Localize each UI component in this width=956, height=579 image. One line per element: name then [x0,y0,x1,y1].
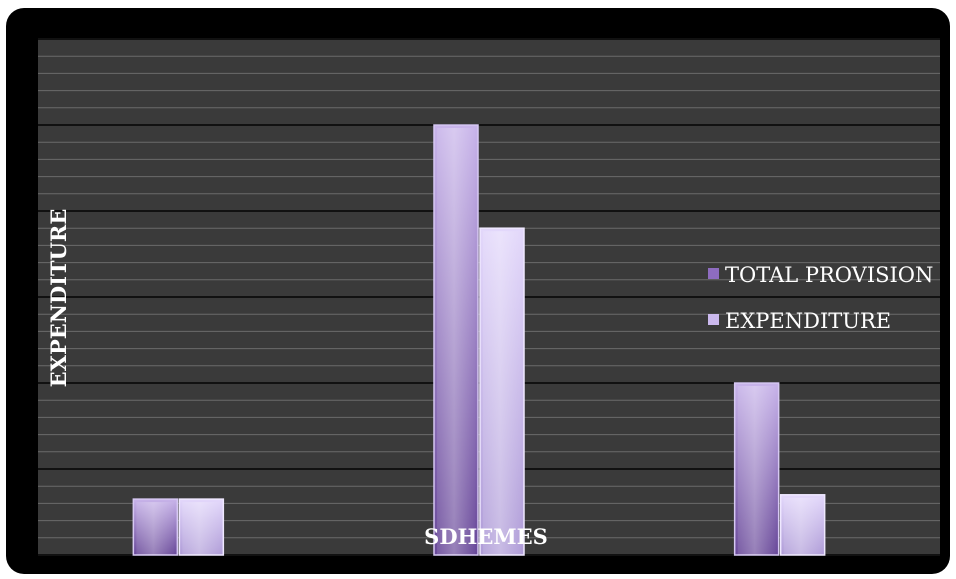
chart-svg: EXPENDITURE SDHEMES TOTAL PROVISION EXPE… [38,38,940,556]
bar-shine-expenditure-3 [783,497,822,555]
legend: TOTAL PROVISION EXPENDITURE [708,263,933,333]
bar-shine-total-provision-3 [737,386,776,555]
legend-swatch-total-provision [708,268,719,279]
legend-label-total-provision: TOTAL PROVISION [725,263,933,287]
bar-shine-total-provision-1 [136,502,175,555]
bar-shine-total-provision-2 [437,128,475,555]
bar-shine-expenditure-1 [182,502,221,555]
legend-swatch-expenditure [708,314,719,325]
bars [132,124,826,556]
bar-shine-expenditure-2 [483,231,521,555]
x-axis-title: SDHEMES [424,524,548,549]
legend-label-expenditure: EXPENDITURE [725,309,891,333]
chart-frame: EXPENDITURE SDHEMES TOTAL PROVISION EXPE… [6,8,950,574]
y-axis-title: EXPENDITURE [46,209,71,388]
